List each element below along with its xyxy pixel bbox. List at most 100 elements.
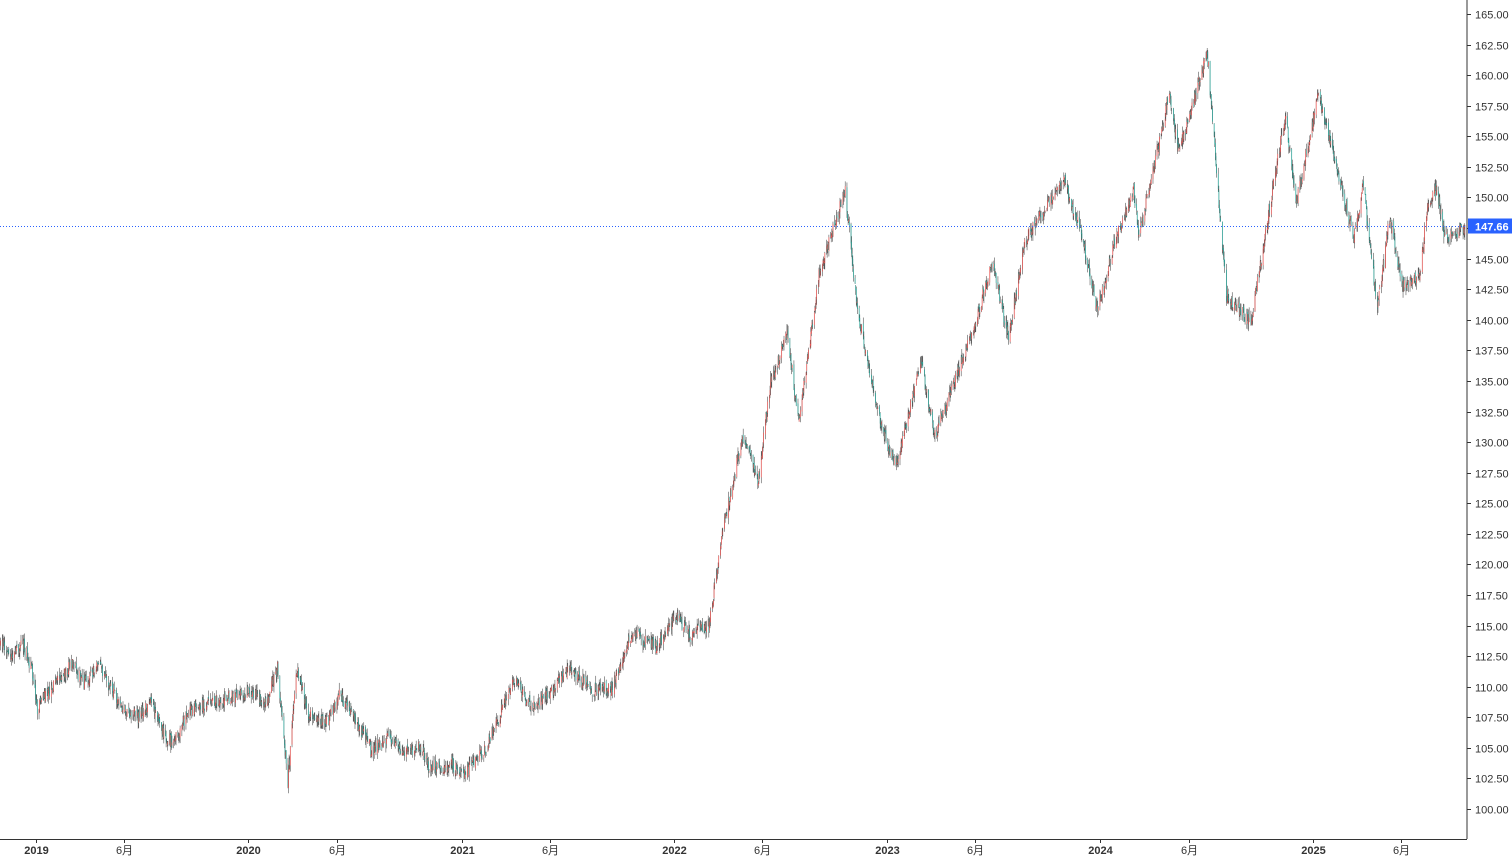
candle — [938, 417, 939, 433]
candle — [207, 700, 208, 704]
candle-body-up — [890, 452, 891, 456]
candle — [1348, 211, 1349, 228]
candle — [1139, 230, 1140, 238]
candle — [35, 680, 36, 705]
candle — [386, 736, 387, 748]
candle — [713, 599, 714, 607]
candle-body-down — [580, 679, 581, 681]
candle — [1161, 134, 1162, 140]
candle-body-up — [479, 751, 480, 761]
candle — [509, 686, 510, 694]
candle — [929, 407, 930, 412]
candle-body-down — [1086, 258, 1087, 260]
candle — [796, 394, 797, 406]
candle — [990, 267, 991, 273]
candle — [1097, 298, 1098, 307]
candle — [709, 617, 710, 633]
candle-body-down — [517, 678, 518, 685]
candle — [469, 757, 470, 782]
candle-body-down — [547, 692, 548, 699]
candle — [500, 715, 501, 728]
candle-body-down — [379, 748, 380, 749]
candle — [765, 419, 766, 439]
candle-body-down — [535, 705, 536, 707]
candle-body-up — [604, 683, 605, 691]
candle — [1293, 173, 1294, 188]
candle-body-up — [795, 396, 796, 397]
candle — [395, 737, 396, 743]
candle-body-down — [314, 715, 315, 718]
candle — [74, 662, 75, 672]
candle-body-down — [241, 690, 242, 693]
plot-area[interactable] — [0, 48, 1465, 793]
candle-body-down — [975, 324, 976, 326]
candle — [135, 711, 136, 722]
candle — [367, 728, 368, 741]
candle — [366, 729, 367, 747]
candle-body-up — [721, 536, 722, 544]
candle — [52, 688, 53, 693]
candle-body-up — [1321, 99, 1322, 101]
candle-body-up — [1088, 267, 1089, 268]
candle-body-down — [1004, 321, 1005, 325]
candle — [612, 677, 613, 690]
candle-body-down — [335, 702, 336, 707]
candle-body-up — [227, 699, 228, 702]
candle — [155, 702, 156, 713]
candle — [1204, 58, 1205, 69]
candle-body-up — [839, 213, 840, 218]
candle — [345, 698, 346, 712]
candle-body-up — [563, 673, 564, 680]
candle-body-down — [612, 688, 613, 692]
candle-body-up — [1175, 129, 1176, 136]
candle — [531, 701, 532, 716]
candle-body-down — [1344, 194, 1345, 206]
candle-body-down — [796, 395, 797, 405]
candle-body-down — [875, 393, 876, 403]
candle — [684, 616, 685, 632]
candle — [625, 649, 626, 658]
candle-body-up — [1106, 280, 1107, 283]
candle-body-down — [1232, 298, 1233, 308]
candle-body-down — [1173, 108, 1174, 119]
candle — [1071, 199, 1072, 211]
candle-body-down — [855, 278, 856, 284]
candle-body-down — [151, 697, 152, 703]
candle — [661, 630, 662, 646]
candle — [1085, 240, 1086, 264]
candle-body-up — [1028, 229, 1029, 236]
candle-body-down — [461, 769, 462, 771]
candle — [921, 356, 922, 368]
candle — [477, 754, 478, 761]
candle — [516, 676, 517, 687]
candle — [608, 683, 609, 696]
candle — [620, 659, 621, 673]
candle — [244, 687, 245, 702]
candle — [521, 681, 522, 693]
candle-body-down — [8, 648, 9, 654]
candle — [1277, 148, 1278, 165]
candle — [500, 716, 501, 724]
candle-body-up — [1281, 135, 1282, 139]
candle-body-down — [460, 773, 461, 774]
candle-body-up — [963, 358, 964, 363]
candle — [1187, 118, 1188, 127]
candle-body-up — [763, 445, 764, 446]
candle — [665, 632, 666, 638]
candle — [1285, 113, 1286, 130]
candle-body-up — [337, 704, 338, 710]
candle-body-down — [342, 695, 343, 702]
candle — [196, 699, 197, 706]
candle-body-down — [869, 364, 870, 368]
candle-body-up — [1330, 141, 1331, 145]
candle — [902, 431, 903, 448]
candle-body-down — [186, 712, 187, 716]
candle — [278, 661, 279, 679]
candle-body-up — [339, 689, 340, 697]
candle-body-up — [861, 325, 862, 333]
candle — [497, 720, 498, 726]
candle — [433, 756, 434, 770]
candle — [212, 691, 213, 700]
